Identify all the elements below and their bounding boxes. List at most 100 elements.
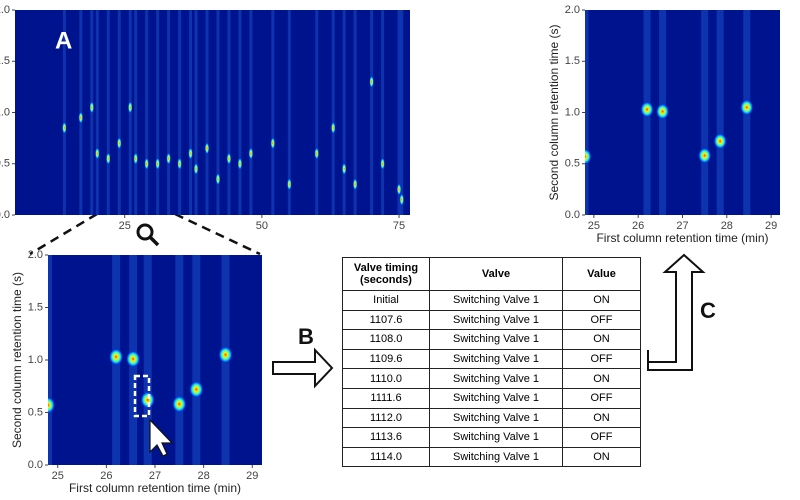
peak bbox=[133, 152, 138, 165]
table-cell: 1113.6 bbox=[342, 427, 430, 448]
peak-streak bbox=[331, 10, 335, 215]
table-cell: 1110.0 bbox=[342, 368, 430, 389]
y-tick-label: 2.0 bbox=[28, 249, 43, 261]
peak-streak bbox=[192, 255, 201, 465]
peak bbox=[95, 147, 100, 160]
table-cell: Switching Valve 1 bbox=[429, 446, 563, 468]
x-tick-label: 27 bbox=[676, 220, 688, 232]
peak-streak bbox=[287, 10, 291, 215]
y-tick-label: 2.0 bbox=[565, 4, 580, 16]
peak-streak bbox=[315, 10, 319, 215]
peak bbox=[369, 75, 374, 88]
zoom-line bbox=[29, 212, 98, 256]
y-axis-label: Second column retention time (s) bbox=[10, 272, 24, 448]
peak bbox=[62, 121, 67, 134]
table-cell: Switching Valve 1 bbox=[429, 329, 563, 350]
peak-streak bbox=[117, 10, 121, 215]
table-cell: OFF bbox=[562, 348, 641, 370]
peak bbox=[89, 101, 95, 114]
peak-streak bbox=[716, 10, 724, 215]
table-cell: 1108.0 bbox=[342, 329, 430, 350]
peak bbox=[585, 148, 592, 165]
table-header: Value bbox=[562, 257, 641, 291]
arrow bbox=[647, 253, 706, 371]
peak-streak bbox=[370, 10, 374, 215]
peak bbox=[117, 137, 122, 150]
panel-label: B bbox=[298, 324, 314, 349]
zoom-line bbox=[174, 212, 261, 256]
peak bbox=[656, 103, 670, 120]
peak-streak bbox=[156, 10, 160, 215]
peak bbox=[188, 147, 193, 160]
table-cell: 1114.0 bbox=[342, 446, 430, 468]
peak-streak bbox=[62, 10, 66, 215]
arrow bbox=[272, 347, 334, 389]
peak bbox=[215, 173, 221, 186]
peak-streak bbox=[353, 10, 357, 215]
x-tick-label: 25 bbox=[588, 220, 600, 232]
peak bbox=[399, 193, 404, 206]
peak bbox=[218, 346, 233, 364]
peak-streak bbox=[271, 10, 275, 215]
plot-area bbox=[585, 10, 754, 215]
cursor bbox=[149, 418, 174, 457]
peak-streak bbox=[143, 255, 152, 465]
peak bbox=[270, 137, 276, 150]
peak bbox=[314, 147, 319, 160]
peak bbox=[640, 101, 654, 118]
y-axis-label: Second column retention time (s) bbox=[547, 24, 561, 200]
plot-area bbox=[48, 255, 233, 465]
peak bbox=[193, 162, 199, 175]
table-cell: Switching Valve 1 bbox=[429, 368, 563, 389]
y-tick-label: 0.0 bbox=[28, 459, 43, 471]
panel-label: A bbox=[55, 27, 72, 54]
table-cell: 1111.6 bbox=[342, 387, 430, 409]
highlight-box bbox=[133, 374, 151, 418]
x-tick-label: 25 bbox=[119, 220, 131, 232]
table-cell: Switching Valve 1 bbox=[429, 309, 563, 331]
peak-streak bbox=[106, 10, 110, 215]
table-cell: ON bbox=[562, 329, 641, 350]
peak bbox=[189, 380, 204, 398]
x-tick-label: 29 bbox=[765, 220, 777, 232]
peak bbox=[352, 178, 358, 191]
y-tick-label: 0.5 bbox=[28, 406, 43, 418]
table-cell: Switching Valve 1 bbox=[429, 348, 563, 370]
peak bbox=[140, 391, 155, 409]
x-tick-label: 26 bbox=[632, 220, 644, 232]
peak-streak bbox=[585, 10, 589, 215]
peak bbox=[109, 348, 124, 366]
peak-streak bbox=[145, 10, 149, 215]
peak-streak bbox=[216, 10, 220, 215]
peak bbox=[396, 183, 402, 196]
table-cell: ON bbox=[562, 407, 641, 429]
y-tick-label: 0.0 bbox=[565, 209, 580, 221]
peak-streak bbox=[249, 10, 253, 215]
magnifier bbox=[148, 235, 160, 247]
x-tick-label: 25 bbox=[52, 470, 64, 482]
table-cell: Initial bbox=[342, 290, 430, 311]
y-tick-label: 1.0 bbox=[28, 354, 43, 366]
table-cell: Switching Valve 1 bbox=[429, 290, 563, 311]
x-axis-label: First column retention time (min) bbox=[596, 231, 768, 245]
x-tick-label: 28 bbox=[198, 470, 210, 482]
table-cell: Switching Valve 1 bbox=[429, 407, 563, 429]
peak bbox=[155, 157, 160, 170]
peak bbox=[237, 157, 243, 170]
peak-streak bbox=[701, 10, 709, 215]
x-tick-label: 28 bbox=[721, 220, 733, 232]
peak bbox=[287, 178, 292, 191]
y-tick-label: 1.5 bbox=[0, 55, 10, 67]
table-cell: 1112.0 bbox=[342, 407, 430, 429]
peak-streak bbox=[48, 255, 52, 465]
peak-streak bbox=[167, 10, 171, 215]
peak-streak bbox=[194, 10, 198, 215]
peak bbox=[380, 157, 385, 170]
y-tick-label: 1.0 bbox=[0, 106, 10, 118]
peak bbox=[698, 147, 712, 164]
peak-streak bbox=[205, 10, 209, 215]
peak-streak bbox=[134, 10, 138, 215]
peak bbox=[248, 147, 254, 160]
